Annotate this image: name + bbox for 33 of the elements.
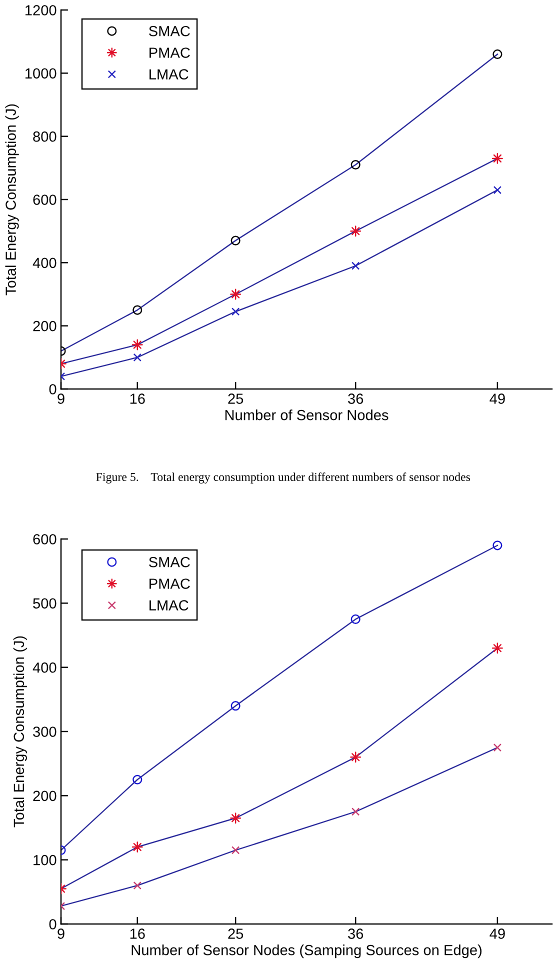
x-tick-label: 25 bbox=[228, 928, 244, 939]
x-axis-title: Number of Sensor Nodes bbox=[225, 410, 388, 420]
y-tick-label: 0 bbox=[49, 919, 56, 930]
x-tick-label: 16 bbox=[130, 928, 145, 939]
y-tick-label: 800 bbox=[33, 131, 56, 142]
y-tick-label: 100 bbox=[34, 854, 56, 866]
x-tick-label: 49 bbox=[490, 394, 505, 404]
x-tick-label: 49 bbox=[490, 928, 505, 939]
x-tick-label: 36 bbox=[348, 394, 364, 404]
y-tick-label: 200 bbox=[33, 320, 56, 332]
y-tick-label: 400 bbox=[32, 662, 56, 673]
y-tick-label: 600 bbox=[33, 194, 56, 205]
x-tick-label: 9 bbox=[58, 928, 64, 939]
y-tick-label: 1000 bbox=[26, 68, 56, 79]
x-tick-label: 25 bbox=[228, 394, 244, 404]
legend-label: LMAC bbox=[150, 69, 188, 80]
x-tick-label: 16 bbox=[130, 394, 145, 404]
legend-label: SMAC bbox=[149, 26, 190, 36]
x-tick-label: 36 bbox=[348, 928, 364, 939]
caption: Figure 5. Total energy consumption under different numbers of sensor nodes bbox=[96, 472, 470, 484]
y-tick-label: 400 bbox=[32, 258, 56, 268]
y-tick-label: 300 bbox=[33, 726, 56, 737]
y-tick-label: 600 bbox=[33, 534, 56, 544]
y-tick-label: 0 bbox=[49, 384, 56, 394]
y-axis-title: Total Energy Consumption (J) bbox=[5, 104, 19, 296]
y-tick-label: 500 bbox=[33, 598, 56, 609]
y-tick-label: 1200 bbox=[26, 5, 56, 16]
x-tick-label: 9 bbox=[58, 394, 64, 404]
x-axis-title: Number of Sensor Nodes (Samping Sources on Edge) bbox=[132, 944, 482, 958]
legend-label: LMAC bbox=[150, 600, 188, 611]
y-tick-label: 200 bbox=[33, 790, 56, 802]
legend-label: SMAC bbox=[149, 556, 190, 568]
y-axis-title: Total Energy Consumption (J) bbox=[13, 636, 27, 828]
